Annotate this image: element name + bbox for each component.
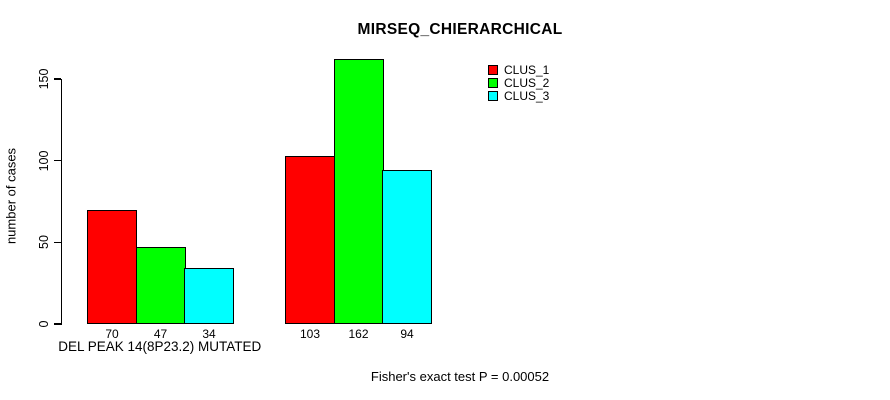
- bar-value-label: 103: [299, 327, 321, 341]
- legend: CLUS_1 CLUS_2 CLUS_3: [488, 64, 549, 102]
- bar-value-label: 94: [400, 327, 414, 341]
- y-axis-tick: [53, 78, 61, 80]
- fisher-test-annotation: Fisher's exact test P = 0.00052: [370, 369, 550, 384]
- bar-value-label: 70: [105, 327, 119, 341]
- legend-swatch-clus_1: [488, 65, 498, 76]
- y-axis-tick: [53, 323, 61, 325]
- bar-clus_2-group1: [135, 247, 186, 324]
- bar-clus_3-group2: [382, 170, 432, 324]
- legend-item: CLUS_2: [488, 77, 549, 90]
- chart-title: MIRSEQ_CHIERARCHICAL: [357, 21, 563, 38]
- bar-clus_3-group1: [184, 268, 234, 324]
- bar-value-label: 34: [202, 327, 216, 341]
- bar-clus_1-group2: [285, 155, 335, 324]
- legend-swatch-clus_2: [488, 78, 498, 89]
- y-axis-line: [60, 79, 62, 326]
- y-tick-label: 100: [37, 150, 51, 172]
- y-tick-label: 150: [37, 68, 51, 90]
- x-category-label: DEL PEAK 14(8P23.2) MUTATED: [58, 339, 262, 354]
- legend-swatch-clus_3: [488, 90, 498, 101]
- legend-item: CLUS_3: [488, 89, 549, 102]
- y-tick-label: 0: [37, 320, 51, 328]
- legend-label: CLUS_2: [504, 76, 550, 91]
- bar-clus_2-group2: [333, 59, 384, 324]
- y-axis-tick: [53, 159, 61, 162]
- legend-label: CLUS_3: [504, 88, 550, 103]
- y-axis-tick: [53, 241, 61, 244]
- bar-value-label: 47: [153, 327, 168, 341]
- bar-value-label: 162: [348, 327, 369, 341]
- y-tick-label: 50: [37, 235, 51, 250]
- bar-clus_1-group1: [87, 209, 137, 324]
- legend-label: CLUS_1: [504, 63, 550, 78]
- legend-item: CLUS_1: [488, 64, 549, 77]
